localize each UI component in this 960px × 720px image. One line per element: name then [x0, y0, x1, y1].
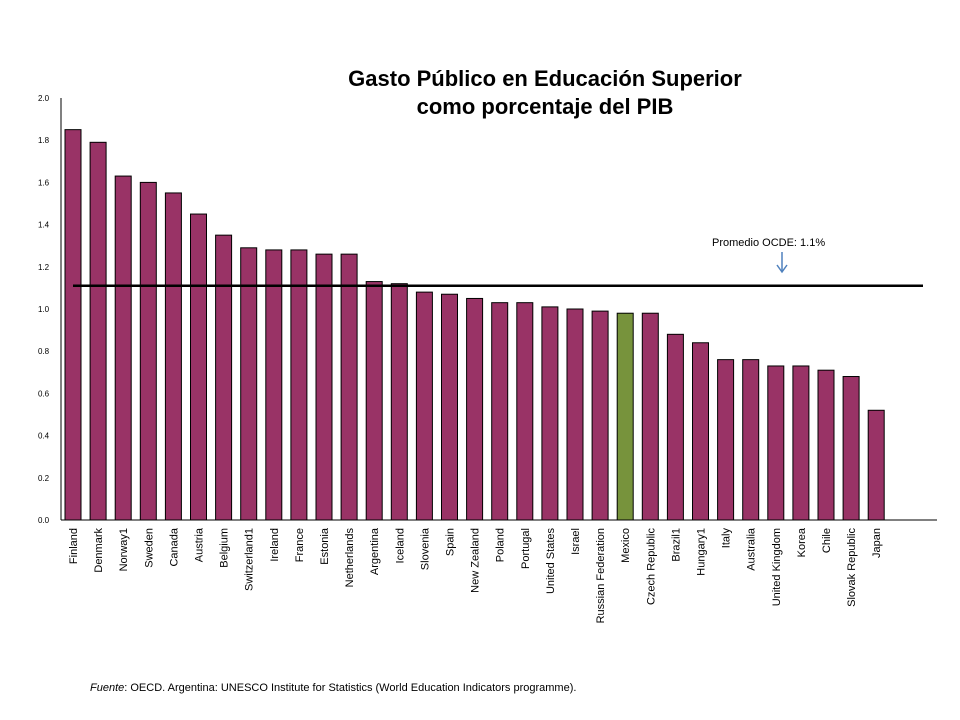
y-tick-label: 1.2 — [38, 263, 50, 272]
y-tick-label: 0.0 — [38, 516, 50, 525]
y-axis-tick-labels: 0.0 0.2 0.4 0.6 0.8 1.0 1.2 1.4 1.6 1.8 2.0 — [38, 94, 50, 525]
bar — [616, 312, 634, 521]
y-tick-label: 0.2 — [38, 474, 50, 483]
x-tick-label: Hungary1 — [696, 528, 708, 576]
x-tick-label: Finland — [68, 528, 80, 564]
bar — [491, 302, 509, 521]
x-tick-label: Denmark — [93, 528, 105, 573]
source-label: Fuente — [90, 682, 125, 694]
x-tick-label: Russian Federation — [595, 528, 607, 623]
bar — [265, 249, 283, 521]
x-tick-label: France — [294, 528, 306, 562]
down-arrow-icon — [776, 252, 788, 274]
y-tick-label: 1.4 — [38, 221, 50, 230]
bar — [340, 253, 358, 521]
x-tick-label: Ireland — [269, 528, 281, 562]
x-tick-label: New Zealand — [470, 528, 482, 593]
bar — [792, 365, 810, 521]
bar — [591, 310, 609, 521]
bar — [641, 312, 659, 521]
bar — [114, 175, 132, 521]
y-tick-label: 1.6 — [38, 178, 50, 187]
x-tick-label: Norway1 — [118, 528, 130, 571]
x-tick-label: Spain — [445, 528, 457, 556]
y-tick-label: 0.8 — [38, 347, 50, 356]
oecd-average-label: Promedio OCDE: 1.1% — [712, 237, 825, 249]
source-note: Fuente: OECD. Argentina: UNESCO Institut… — [90, 682, 576, 694]
x-tick-label: Canada — [168, 527, 180, 566]
bar — [516, 302, 534, 521]
bar — [365, 281, 383, 521]
bar — [566, 308, 584, 521]
x-tick-label: Korea — [796, 527, 808, 557]
x-tick-label: Slovenia — [419, 527, 431, 570]
bar — [315, 253, 333, 521]
bar — [215, 234, 233, 521]
bar — [742, 359, 760, 521]
x-tick-label: United States — [545, 528, 557, 595]
bar — [717, 359, 735, 521]
bar — [666, 333, 684, 521]
bar — [64, 129, 82, 521]
x-tick-label: Sweden — [143, 528, 155, 568]
bar — [240, 247, 258, 521]
x-tick-label: Iceland — [394, 528, 406, 563]
bar — [89, 141, 107, 521]
y-tick-label: 1.8 — [38, 136, 50, 145]
bar — [164, 192, 182, 521]
bar — [415, 291, 433, 521]
x-tick-label: Mexico — [620, 528, 632, 563]
x-tick-label: Switzerland1 — [244, 528, 256, 591]
x-tick-label: Austria — [194, 527, 206, 562]
bar — [190, 213, 207, 521]
x-tick-label: Slovak Republic — [846, 528, 858, 607]
y-tick-label: 1.0 — [38, 305, 50, 314]
x-tick-label: Japan — [871, 528, 883, 558]
x-tick-label: Poland — [495, 528, 507, 562]
bar — [390, 283, 408, 521]
x-tick-label: Italy — [721, 528, 733, 549]
chart-title-line-1: Gasto Público en Educación Superior — [348, 66, 742, 91]
bar — [867, 409, 885, 521]
bar — [139, 181, 157, 521]
x-tick-label: Estonia — [319, 527, 331, 565]
bar — [541, 306, 559, 521]
bar — [692, 342, 709, 521]
bar — [441, 293, 458, 521]
x-tick-label: Netherlands — [344, 528, 356, 588]
x-tick-label: United Kingdom — [771, 528, 783, 606]
x-tick-label: Brazil1 — [670, 528, 682, 562]
y-tick-label: 0.6 — [38, 389, 50, 398]
bar — [290, 249, 308, 521]
bars — [64, 129, 885, 521]
bar — [767, 365, 785, 521]
x-tick-label: Portugal — [520, 528, 532, 569]
x-tick-label: Chile — [821, 528, 833, 553]
x-tick-label: Argentina — [369, 527, 381, 575]
x-tick-label: Israel — [570, 528, 582, 555]
bar — [466, 297, 484, 521]
bar — [817, 369, 835, 521]
y-tick-label: 0.4 — [38, 432, 50, 441]
bar — [842, 376, 860, 521]
x-axis-tick-labels: Finland Denmark Norway1 Sweden Canada Austria… — [68, 527, 883, 623]
y-tick-label: 2.0 — [38, 94, 50, 103]
x-tick-label: Czech Republic — [645, 528, 657, 606]
x-tick-label: Belgium — [219, 528, 231, 568]
x-tick-label: Australia — [746, 527, 758, 571]
chart-title-line-2: como porcentaje del PIB — [417, 94, 674, 119]
source-text: : OECD. Argentina: UNESCO Institute for … — [124, 682, 577, 694]
